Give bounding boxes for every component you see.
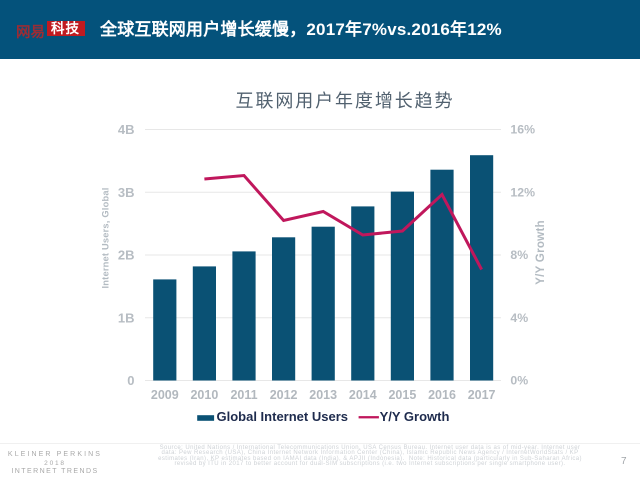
svg-text:2009: 2009 bbox=[151, 388, 179, 402]
svg-text:2010: 2010 bbox=[190, 388, 218, 402]
svg-text:2012: 2012 bbox=[270, 388, 298, 402]
svg-text:Internet Users, Global: Internet Users, Global bbox=[101, 187, 111, 288]
svg-text:2016: 2016 bbox=[428, 388, 456, 402]
svg-text:Global Internet Users: Global Internet Users bbox=[217, 409, 348, 424]
svg-text:4B: 4B bbox=[118, 122, 135, 137]
svg-text:1B: 1B bbox=[118, 310, 135, 325]
svg-text:0%: 0% bbox=[510, 374, 528, 388]
svg-text:2013: 2013 bbox=[309, 388, 337, 402]
svg-text:2011: 2011 bbox=[230, 388, 257, 402]
svg-text:2017: 2017 bbox=[468, 388, 496, 402]
svg-text:16%: 16% bbox=[510, 123, 535, 137]
svg-text:12%: 12% bbox=[510, 186, 535, 200]
svg-text:0: 0 bbox=[127, 373, 134, 388]
svg-text:4%: 4% bbox=[510, 311, 528, 325]
svg-text:8%: 8% bbox=[510, 248, 528, 262]
svg-text:2015: 2015 bbox=[388, 388, 416, 402]
svg-text:Y/Y Growth: Y/Y Growth bbox=[534, 220, 547, 285]
svg-text:Y/Y Growth: Y/Y Growth bbox=[380, 409, 450, 424]
svg-text:2B: 2B bbox=[118, 248, 135, 263]
svg-text:2014: 2014 bbox=[349, 388, 377, 402]
svg-text:3B: 3B bbox=[118, 185, 135, 200]
